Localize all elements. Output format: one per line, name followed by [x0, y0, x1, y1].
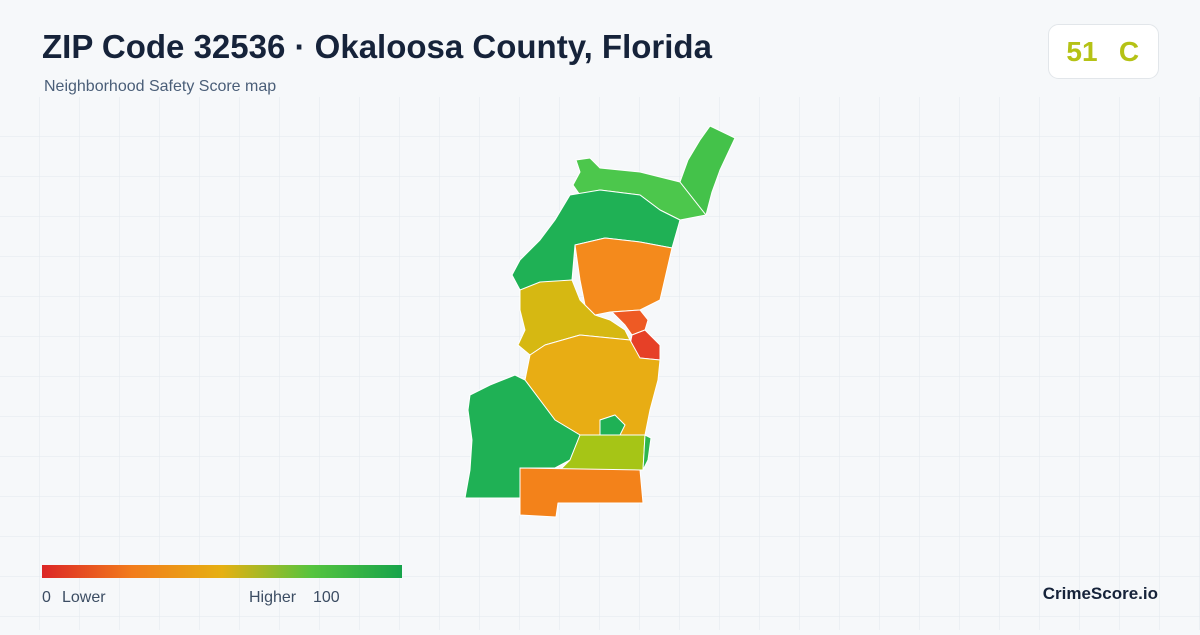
subtitle: Neighborhood Safety Score map [44, 78, 276, 95]
region [574, 237, 673, 316]
score-grade: C [1119, 36, 1139, 67]
zip-map [464, 125, 736, 518]
score-value: 51 [1066, 36, 1097, 67]
legend-min: 0 [42, 589, 51, 606]
legend-max: 100 [313, 589, 340, 606]
legend-scale [42, 565, 402, 578]
legend-min-label: Lower [62, 589, 106, 606]
region [679, 125, 736, 216]
region [599, 414, 626, 436]
region [464, 374, 581, 499]
score-badge [1048, 24, 1159, 79]
legend-max-label: Higher [249, 589, 297, 606]
brand: CrimeScore.io [1043, 584, 1158, 603]
region [642, 434, 652, 471]
region [519, 467, 644, 518]
title: ZIP Code 32536 · Okaloosa County, Florid… [42, 28, 713, 65]
